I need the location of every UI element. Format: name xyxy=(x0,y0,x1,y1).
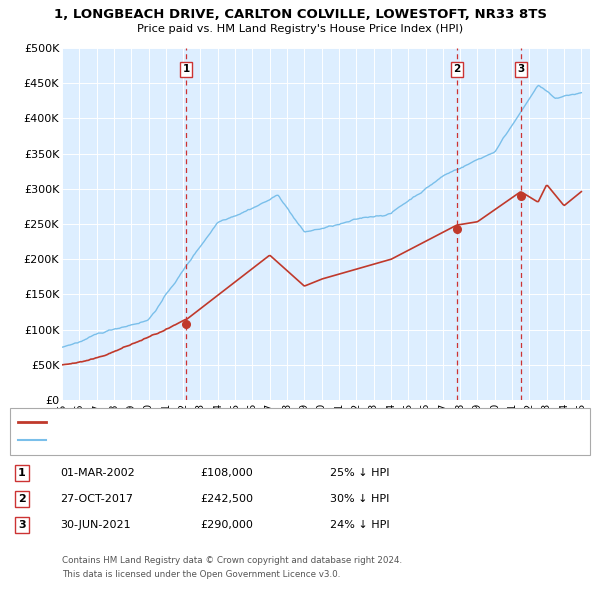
Text: Contains HM Land Registry data © Crown copyright and database right 2024.: Contains HM Land Registry data © Crown c… xyxy=(62,556,402,565)
Text: £290,000: £290,000 xyxy=(200,520,253,530)
Text: 24% ↓ HPI: 24% ↓ HPI xyxy=(330,520,389,530)
Text: £108,000: £108,000 xyxy=(200,468,253,478)
Text: 3: 3 xyxy=(517,64,524,74)
Text: 25% ↓ HPI: 25% ↓ HPI xyxy=(330,468,389,478)
Text: 1, LONGBEACH DRIVE, CARLTON COLVILLE, LOWESTOFT, NR33 8TS: 1, LONGBEACH DRIVE, CARLTON COLVILLE, LO… xyxy=(53,8,547,21)
Text: 30-JUN-2021: 30-JUN-2021 xyxy=(60,520,131,530)
Text: 2: 2 xyxy=(454,64,461,74)
Text: 27-OCT-2017: 27-OCT-2017 xyxy=(60,494,133,504)
Text: 1: 1 xyxy=(18,468,26,478)
Text: 1, LONGBEACH DRIVE, CARLTON COLVILLE, LOWESTOFT, NR33 8TS (detached house): 1, LONGBEACH DRIVE, CARLTON COLVILLE, LO… xyxy=(52,417,467,427)
Text: £242,500: £242,500 xyxy=(200,494,253,504)
Text: 01-MAR-2002: 01-MAR-2002 xyxy=(60,468,135,478)
Text: Price paid vs. HM Land Registry's House Price Index (HPI): Price paid vs. HM Land Registry's House … xyxy=(137,24,463,34)
Text: This data is licensed under the Open Government Licence v3.0.: This data is licensed under the Open Gov… xyxy=(62,570,340,579)
Text: 3: 3 xyxy=(18,520,26,530)
Text: 1: 1 xyxy=(182,64,190,74)
Text: HPI: Average price, detached house, East Suffolk: HPI: Average price, detached house, East… xyxy=(52,435,290,445)
Text: 2: 2 xyxy=(18,494,26,504)
Text: 30% ↓ HPI: 30% ↓ HPI xyxy=(330,494,389,504)
